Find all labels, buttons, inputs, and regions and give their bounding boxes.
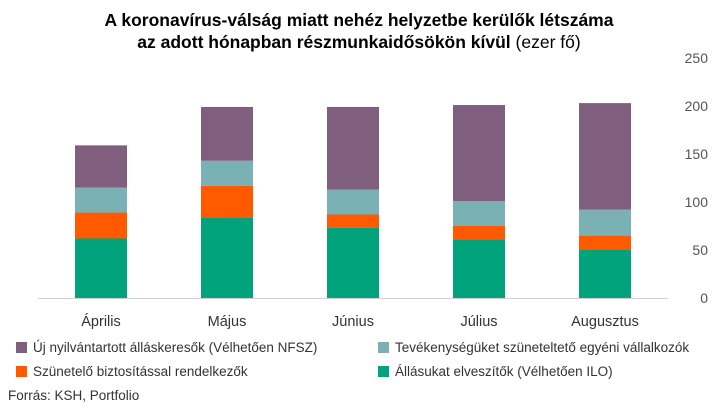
bar-aprilis-series-1 — [75, 212, 127, 239]
legend-item-suspended-insurance: Szünetelő biztosítással rendelkezők — [16, 364, 248, 379]
bar-aprilis-series-0 — [75, 238, 127, 298]
bar-aprilis-series-3 — [75, 145, 127, 188]
legend-swatch-suspended-insurance — [16, 366, 27, 377]
x-tick-label: Augusztus — [571, 314, 639, 330]
chart-legend: Új nyilvántartott álláskeresők (Vélhetőe… — [16, 340, 718, 385]
y-tick-label: 250 — [685, 50, 709, 66]
bar-augusztus-series-0 — [579, 250, 631, 298]
y-tick-label: 0 — [700, 290, 708, 306]
legend-swatch-job-losers — [378, 366, 389, 377]
legend-label-job-losers: Állásukat elveszítők (Vélhetően ILO) — [395, 364, 613, 379]
legend-label-suspended-insurance: Szünetelő biztosítással rendelkezők — [33, 364, 248, 379]
bar-junius-series-0 — [327, 227, 379, 298]
legend-swatch-suspended-entrepreneurs — [378, 342, 389, 353]
bar-augusztus-series-3 — [579, 103, 631, 210]
bar-augusztus-series-1 — [579, 235, 631, 250]
legend-item-suspended-entrepreneurs: Tevékenységüket szüneteltető egyéni váll… — [378, 340, 689, 355]
chart-title-unit: (ezer fő) — [515, 32, 581, 52]
y-tick-label: 150 — [685, 146, 709, 162]
bar-junius-series-2 — [327, 189, 379, 215]
bar-junius-series-3 — [327, 106, 379, 190]
bar-majus-series-1 — [201, 185, 253, 218]
x-tick-label: Április — [81, 313, 120, 330]
chart-title-line2-main: az adott hónapban részmunkaidősökön kívü… — [137, 32, 511, 52]
y-tick-label: 200 — [685, 98, 709, 114]
x-tick-label: Május — [208, 314, 247, 330]
chart-title-line2: az adott hónapban részmunkaidősökön kívü… — [0, 31, 718, 53]
legend-swatch-new-jobseekers — [16, 342, 27, 353]
y-tick-label: 50 — [692, 242, 708, 258]
legend-label-new-jobseekers: Új nyilvántartott álláskeresők (Vélhetőe… — [33, 340, 318, 355]
bar-julius-series-2 — [453, 201, 505, 226]
bar-augusztus-series-2 — [579, 209, 631, 236]
bar-julius-series-1 — [453, 226, 505, 240]
bar-julius-series-0 — [453, 239, 505, 298]
bar-junius-series-1 — [327, 214, 379, 228]
x-tick-label: Július — [460, 314, 497, 330]
legend-item-new-jobseekers: Új nyilvántartott álláskeresők (Vélhetőe… — [16, 340, 317, 355]
bar-majus-series-2 — [201, 160, 253, 186]
y-tick-label: 100 — [685, 194, 709, 210]
legend-item-job-losers: Állásukat elveszítők (Vélhetően ILO) — [378, 364, 613, 379]
bar-majus-series-3 — [201, 106, 253, 161]
bar-majus-series-0 — [201, 217, 253, 298]
legend-label-suspended-entrepreneurs: Tevékenységüket szüneteltető egyéni váll… — [395, 340, 690, 355]
chart-title: A koronavírus-válság miatt nehéz helyzet… — [0, 9, 718, 53]
source-note: Forrás: KSH, Portfolio — [8, 388, 140, 403]
bar-julius-series-3 — [453, 105, 505, 202]
bar-aprilis-series-2 — [75, 187, 127, 213]
x-tick-label: Június — [332, 314, 374, 330]
chart-title-line1: A koronavírus-válság miatt nehéz helyzet… — [104, 10, 614, 30]
